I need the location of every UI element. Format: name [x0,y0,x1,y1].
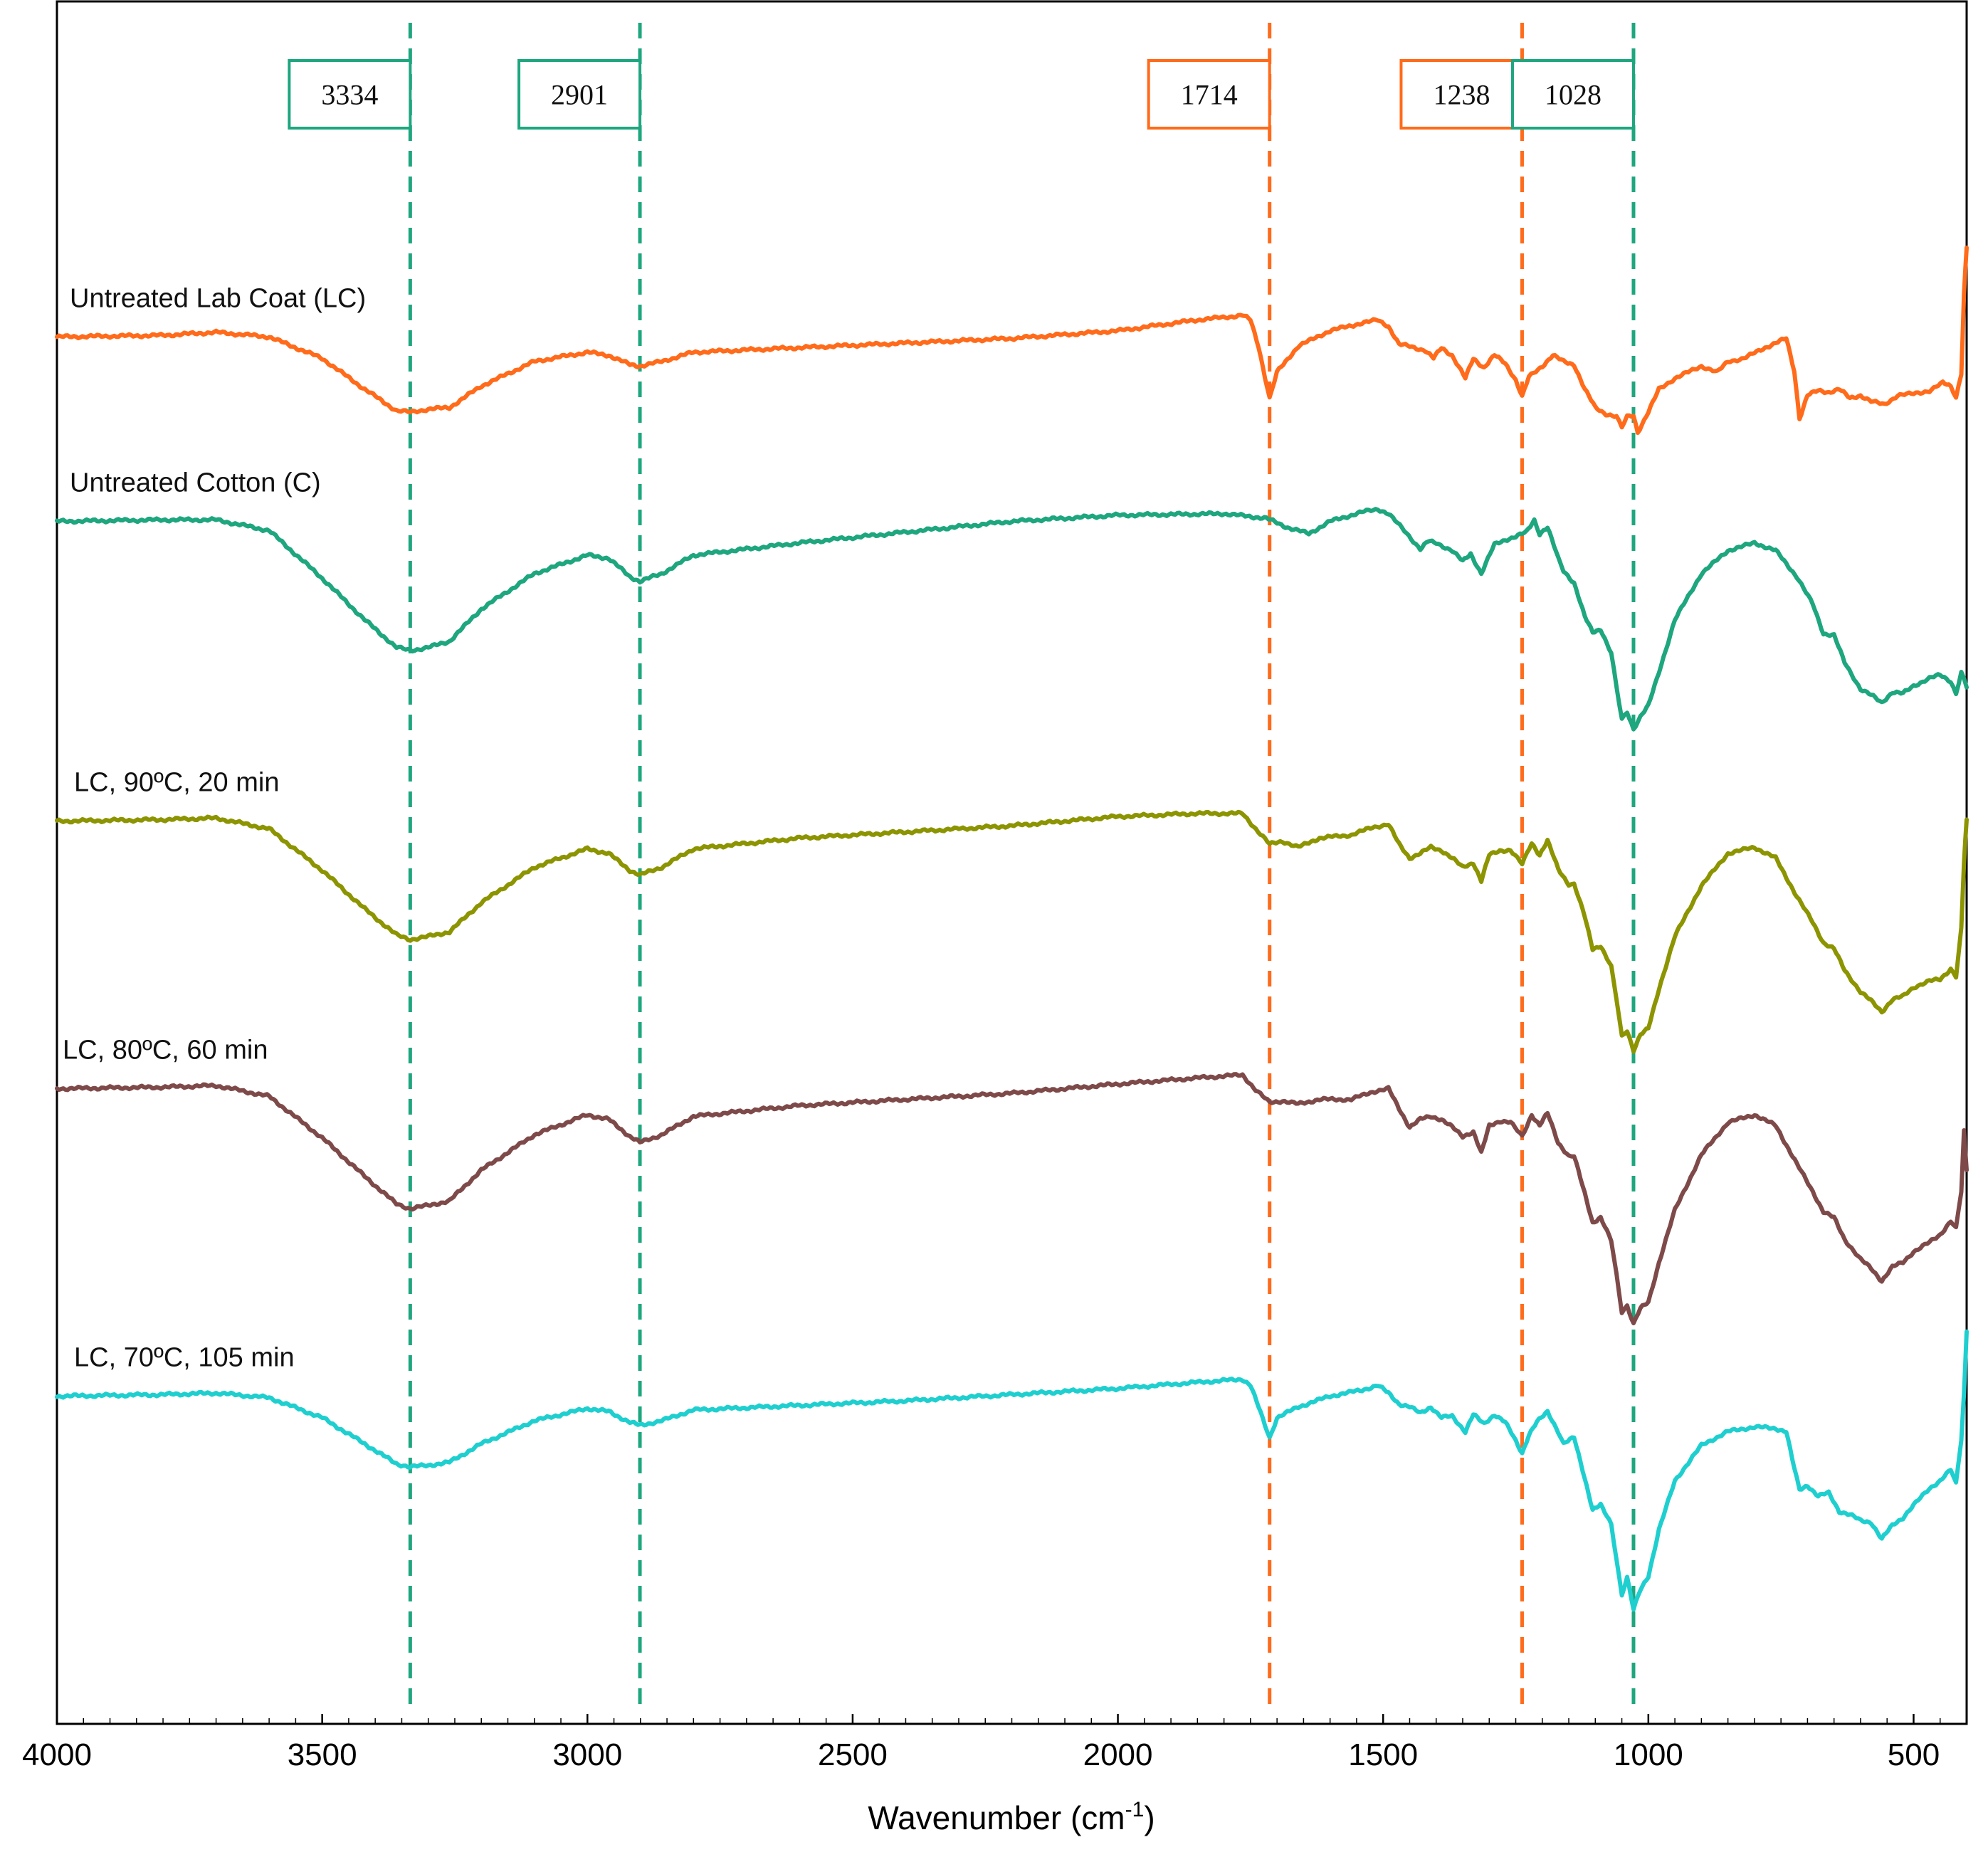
x-tick-label: 2500 [818,1737,888,1772]
x-tick-label: 1500 [1348,1737,1418,1772]
series-labels: Untreated Lab Coat (LC) Untreated Cotton … [63,283,366,1372]
x-tick-label: 3000 [552,1737,622,1772]
series-line-0 [55,246,1969,436]
series-label-2: LC, 90ºC, 20 min [74,768,279,798]
peak-label-1028: 1028 [1545,79,1602,111]
x-axis-title-main: Wavenumber (cm [868,1799,1125,1836]
x-tick-label: 4000 [22,1737,92,1772]
plot-frame [56,0,1968,1725]
series-label-1: Untreated Cotton (C) [70,468,321,498]
peak-box-1028 [1510,59,1635,130]
peak-label-1714: 1714 [1181,79,1238,111]
series-label-3: LC, 80ºC, 60 min [63,1036,268,1066]
peak-box-3334 [288,59,412,130]
series-label-4: LC, 70ºC, 105 min [74,1343,295,1373]
peak-box-2901 [517,59,642,130]
series-lines [55,246,1969,1612]
peak-box-1714 [1147,59,1271,130]
x-tick-label: 500 [1888,1737,1940,1772]
x-axis-ticks: 4000 3500 3000 2500 2000 1500 1000 500 [22,1714,1967,1772]
peak-label-2901: 2901 [551,79,608,111]
series-label-0: Untreated Lab Coat (LC) [70,283,366,313]
x-tick-label: 3500 [288,1737,357,1772]
peak-markers: 3334 2901 1714 1238 1028 [288,23,1636,1705]
x-axis-title: Wavenumber (cm-1) [868,1798,1155,1836]
series-line-4 [55,1329,1969,1612]
series-line-1 [55,507,1969,732]
x-axis-title-close: ) [1144,1799,1155,1836]
x-tick-label: 2000 [1083,1737,1153,1772]
peak-label-1238: 1238 [1433,79,1490,111]
series-line-2 [55,809,1969,1054]
peak-label-3334: 3334 [321,79,378,111]
x-axis-title-sup: -1 [1125,1798,1145,1821]
x-tick-label: 1000 [1614,1737,1683,1772]
series-line-3 [55,1072,1969,1325]
